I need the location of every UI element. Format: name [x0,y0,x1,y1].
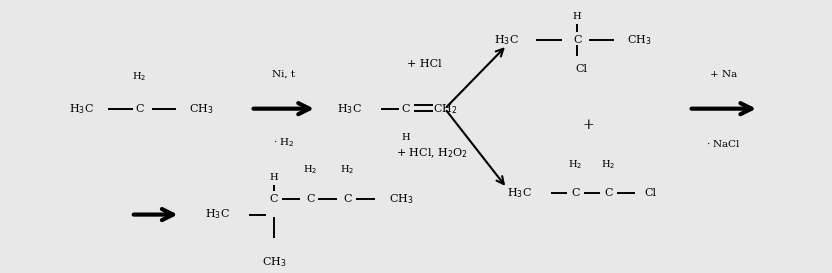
Text: C: C [573,35,582,45]
Text: CH$_2$: CH$_2$ [433,102,457,115]
Text: H$_2$: H$_2$ [602,158,616,171]
Text: C: C [135,104,143,114]
Text: Cl: Cl [575,64,587,74]
Text: CH$_3$: CH$_3$ [189,102,214,115]
Text: H$_2$: H$_2$ [132,70,146,83]
Text: CH$_3$: CH$_3$ [626,33,651,47]
Text: C: C [402,104,410,114]
Text: Cl: Cl [644,188,656,198]
Text: H: H [270,173,278,182]
Text: H$_2$: H$_2$ [568,158,582,171]
Text: + HCl: + HCl [407,59,442,69]
Text: +: + [582,118,594,132]
Text: H$_3$C: H$_3$C [338,102,363,115]
Text: + Na: + Na [711,70,737,79]
Text: $\cdot$ H$_2$: $\cdot$ H$_2$ [273,137,295,150]
Text: Ni, t: Ni, t [272,70,295,79]
Text: H: H [573,11,582,20]
Text: H$_2$: H$_2$ [340,163,354,176]
Text: C: C [343,194,352,204]
Text: C: C [604,188,613,198]
Text: H$_2$: H$_2$ [303,163,317,176]
Text: H$_3$C: H$_3$C [507,186,532,200]
Text: H$_3$C: H$_3$C [69,102,94,115]
Text: $\cdot$ NaCl: $\cdot$ NaCl [706,138,741,149]
Text: H: H [402,133,410,142]
Text: + HCl, H$_2$O$_2$: + HCl, H$_2$O$_2$ [397,147,468,161]
Text: C: C [306,194,314,204]
Text: CH$_3$: CH$_3$ [389,192,414,206]
Text: H$_3$C: H$_3$C [494,33,519,47]
Text: C: C [270,194,278,204]
Text: C: C [572,188,580,198]
Text: CH$_3$: CH$_3$ [261,255,286,269]
Text: H$_3$C: H$_3$C [206,208,230,221]
